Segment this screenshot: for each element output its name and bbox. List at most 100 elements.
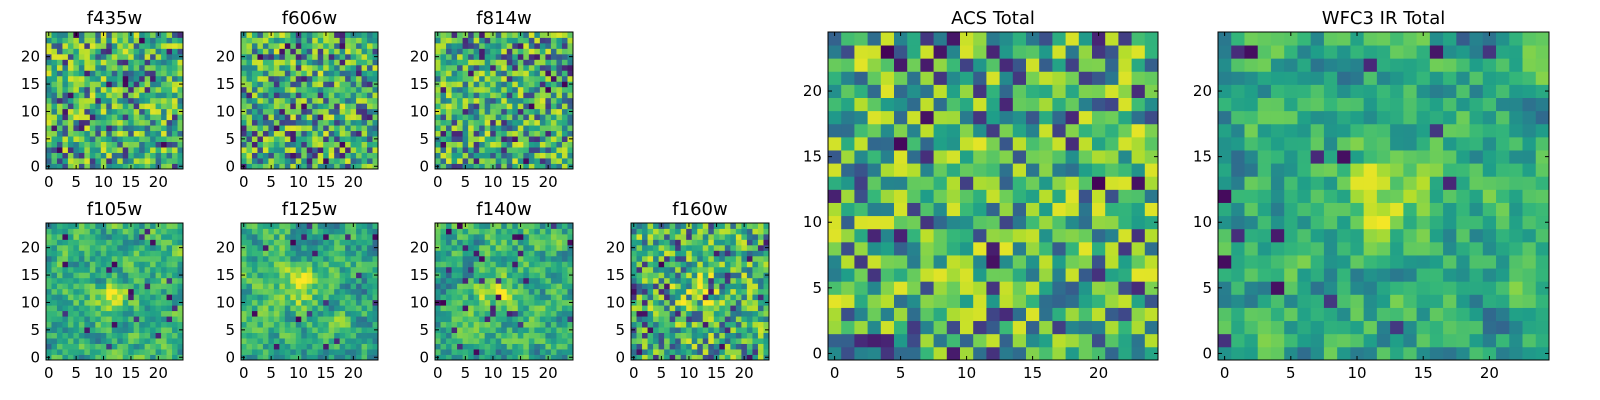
- heatmap-cell: [501, 299, 508, 306]
- heatmap-cell: [1039, 176, 1053, 190]
- heatmap-cell: [122, 81, 129, 88]
- heatmap-cell: [512, 255, 519, 262]
- heatmap-cell: [73, 272, 80, 279]
- heatmap-cell: [647, 277, 654, 284]
- heatmap-cell: [724, 250, 731, 257]
- heatmap-cell: [440, 354, 447, 361]
- heatmap-cell: [462, 152, 469, 159]
- heatmap-cell: [545, 158, 552, 164]
- heatmap-cell: [139, 288, 146, 295]
- heatmap-cell: [67, 343, 74, 350]
- heatmap-cell: [67, 108, 74, 115]
- heatmap-cell: [1118, 215, 1132, 230]
- heatmap-cell: [534, 147, 541, 153]
- heatmap-cell: [451, 136, 458, 142]
- heatmap-cell: [334, 354, 341, 361]
- heatmap-cell: [46, 152, 52, 159]
- heatmap-cell: [100, 255, 107, 262]
- heatmap-cell: [907, 333, 921, 348]
- heatmap-cell: [51, 70, 58, 77]
- heatmap-cell: [501, 272, 508, 279]
- heatmap-cell: [550, 70, 557, 77]
- heatmap-cell: [973, 241, 987, 256]
- heatmap-cell: [675, 233, 682, 240]
- heatmap-cell: [334, 316, 341, 323]
- heatmap-cell: [372, 114, 379, 121]
- heatmap-cell: [84, 114, 91, 121]
- y-tick-label: 5: [225, 321, 235, 339]
- heatmap-cell: [356, 70, 362, 77]
- heatmap-cell: [350, 114, 357, 121]
- heatmap-cell: [67, 299, 74, 306]
- x-tick-label: 20: [344, 364, 363, 382]
- heatmap-cell: [89, 163, 96, 170]
- heatmap-cell: [462, 321, 469, 328]
- heatmap-cell: [1105, 268, 1119, 282]
- heatmap-cell: [323, 321, 330, 328]
- heatmap-cell: [517, 92, 524, 99]
- heatmap-cell: [528, 310, 535, 317]
- heatmap-cell: [741, 343, 748, 350]
- heatmap-cell: [894, 281, 908, 295]
- heatmap-cell: [545, 81, 552, 88]
- heatmap-cell: [440, 108, 447, 115]
- heatmap-cell: [867, 189, 882, 203]
- heatmap-cell: [67, 48, 74, 55]
- heatmap-cell: [279, 152, 286, 159]
- heatmap-cell: [446, 288, 452, 295]
- heatmap-cell: [73, 103, 80, 110]
- heatmap-cell: [122, 32, 129, 38]
- heatmap-cell: [440, 288, 447, 295]
- heatmap-cell: [642, 277, 648, 284]
- heatmap-cell: [501, 53, 508, 60]
- heatmap-cell: [312, 283, 319, 290]
- heatmap-cell: [708, 255, 715, 262]
- heatmap-cell: [653, 244, 659, 251]
- heatmap-cell: [653, 228, 659, 235]
- y-tick-label: 0: [30, 348, 40, 366]
- heatmap-cell: [144, 327, 151, 333]
- heatmap-cell: [323, 283, 330, 290]
- heatmap-cell: [284, 250, 291, 257]
- heatmap-cell: [89, 152, 96, 159]
- heatmap-cell: [350, 283, 357, 290]
- heatmap-cell: [636, 277, 643, 284]
- heatmap-cell: [1078, 320, 1093, 335]
- heatmap-cell: [166, 158, 173, 164]
- heatmap-cell: [854, 307, 868, 322]
- heatmap-cell: [161, 86, 167, 93]
- heatmap-cell: [495, 255, 502, 262]
- heatmap-cell: [664, 250, 671, 257]
- heatmap-cell: [462, 59, 469, 66]
- heatmap-cell: [973, 268, 987, 282]
- x-tick-label: 5: [657, 364, 667, 382]
- heatmap-cell: [78, 261, 85, 268]
- heatmap-cell: [664, 310, 671, 317]
- heatmap-cell: [361, 261, 368, 268]
- heatmap-cell: [312, 272, 319, 279]
- heatmap-cell: [150, 338, 156, 344]
- heatmap-cell: [257, 244, 264, 251]
- heatmap-cell: [730, 250, 737, 257]
- heatmap-cell: [166, 338, 173, 344]
- heatmap-cell: [828, 281, 842, 295]
- heatmap-cell: [735, 272, 742, 279]
- heatmap-cell: [741, 266, 748, 273]
- heatmap-cell: [117, 92, 124, 99]
- heatmap-cell: [279, 343, 286, 350]
- heatmap-cell: [506, 239, 513, 246]
- heatmap-cell: [117, 228, 124, 235]
- heatmap-cell: [702, 310, 709, 317]
- heatmap-cell: [642, 266, 648, 273]
- heatmap-cell: [490, 119, 497, 126]
- heatmap-cell: [686, 228, 693, 235]
- heatmap-cell: [495, 114, 502, 121]
- heatmap-cell: [501, 141, 508, 148]
- heatmap-cell: [111, 327, 118, 333]
- heatmap-cell: [484, 130, 491, 137]
- heatmap-cell: [262, 310, 269, 317]
- heatmap-cell: [556, 81, 563, 88]
- heatmap-cell: [372, 266, 379, 273]
- heatmap-cell: [473, 266, 480, 273]
- heatmap-cell: [334, 255, 341, 262]
